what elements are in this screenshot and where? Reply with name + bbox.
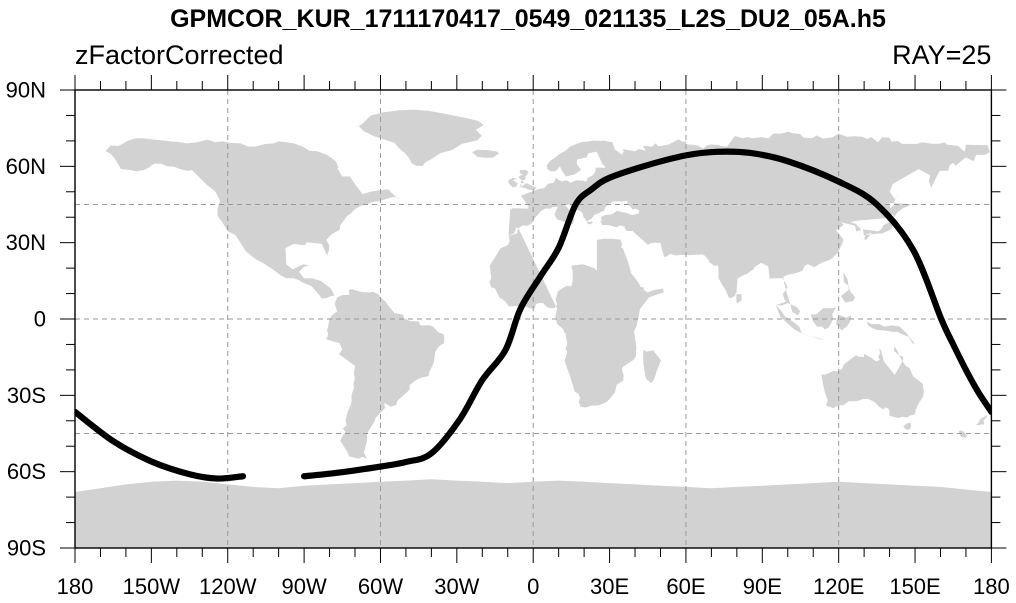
svg-text:180: 180 bbox=[973, 574, 1010, 599]
svg-text:30W: 30W bbox=[434, 574, 479, 599]
svg-text:150E: 150E bbox=[889, 574, 940, 599]
svg-text:120E: 120E bbox=[813, 574, 864, 599]
svg-text:120W: 120W bbox=[199, 574, 257, 599]
svg-text:0: 0 bbox=[34, 307, 46, 332]
svg-text:180: 180 bbox=[57, 574, 94, 599]
svg-text:30N: 30N bbox=[6, 230, 46, 255]
svg-text:90S: 90S bbox=[7, 536, 46, 561]
svg-text:150W: 150W bbox=[123, 574, 181, 599]
svg-text:60W: 60W bbox=[358, 574, 403, 599]
svg-text:90W: 90W bbox=[281, 574, 326, 599]
svg-text:30S: 30S bbox=[7, 383, 46, 408]
svg-text:60E: 60E bbox=[666, 574, 705, 599]
svg-text:90E: 90E bbox=[743, 574, 782, 599]
svg-text:30E: 30E bbox=[590, 574, 629, 599]
svg-text:60N: 60N bbox=[6, 154, 46, 179]
svg-text:GPMCOR_KUR_1711170417_0549_021: GPMCOR_KUR_1711170417_0549_021135_L2S_DU… bbox=[170, 5, 886, 33]
svg-text:0: 0 bbox=[527, 574, 539, 599]
svg-text:RAY=25: RAY=25 bbox=[892, 40, 991, 70]
svg-text:60S: 60S bbox=[7, 459, 46, 484]
svg-text:90N: 90N bbox=[6, 78, 46, 103]
svg-text:zFactorCorrected: zFactorCorrected bbox=[75, 40, 284, 70]
